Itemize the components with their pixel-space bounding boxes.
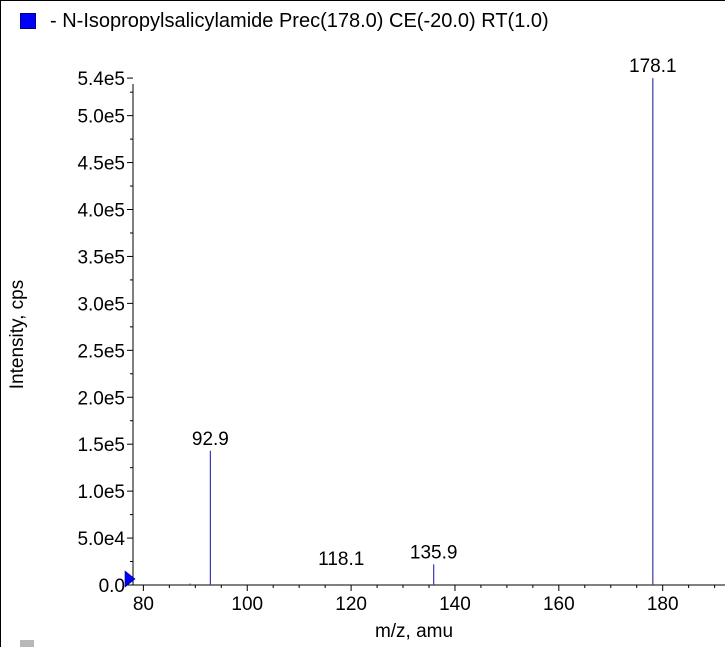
x-axis-title: m/z, amu [375, 621, 453, 642]
x-tick-label: 100 [231, 594, 263, 615]
y-tick-label: 4.0e5 [77, 201, 125, 222]
x-tick-label: 120 [335, 594, 367, 615]
y-tick-label: 3.0e5 [77, 294, 125, 315]
peak-label: 178.1 [629, 56, 677, 77]
y-tick-label: 2.0e5 [77, 388, 125, 409]
y-axis-title: Intensity, cps [7, 280, 28, 389]
y-tick-label: 2.5e5 [77, 341, 125, 362]
legend-label: - N-Isopropylsalicylamide Prec(178.0) CE… [50, 10, 549, 32]
y-tick-label: 4.5e5 [77, 154, 125, 175]
y-tick-label: 5.0e4 [77, 529, 125, 550]
x-tick-label: 80 [133, 594, 154, 615]
peak-label: 92.9 [192, 429, 229, 450]
y-tick-label: 0.0 [99, 576, 125, 597]
legend-swatch [20, 13, 36, 29]
y-tick-label: 5.4e5 [77, 69, 125, 90]
origin-marker [124, 570, 136, 588]
corner-marker [20, 640, 34, 647]
peak-label: 118.1 [318, 549, 364, 570]
y-tick-label: 1.5e5 [77, 435, 125, 456]
x-tick-label: 140 [439, 594, 471, 615]
peak-label: 135.9 [410, 542, 458, 563]
y-tick-label: 1.0e5 [77, 482, 125, 503]
y-tick-label: 3.5e5 [77, 247, 125, 268]
legend: - N-Isopropylsalicylamide Prec(178.0) CE… [20, 9, 549, 33]
x-tick-label: 160 [543, 594, 575, 615]
y-tick-label: 5.0e5 [77, 107, 125, 128]
x-tick-label: 180 [647, 594, 679, 615]
